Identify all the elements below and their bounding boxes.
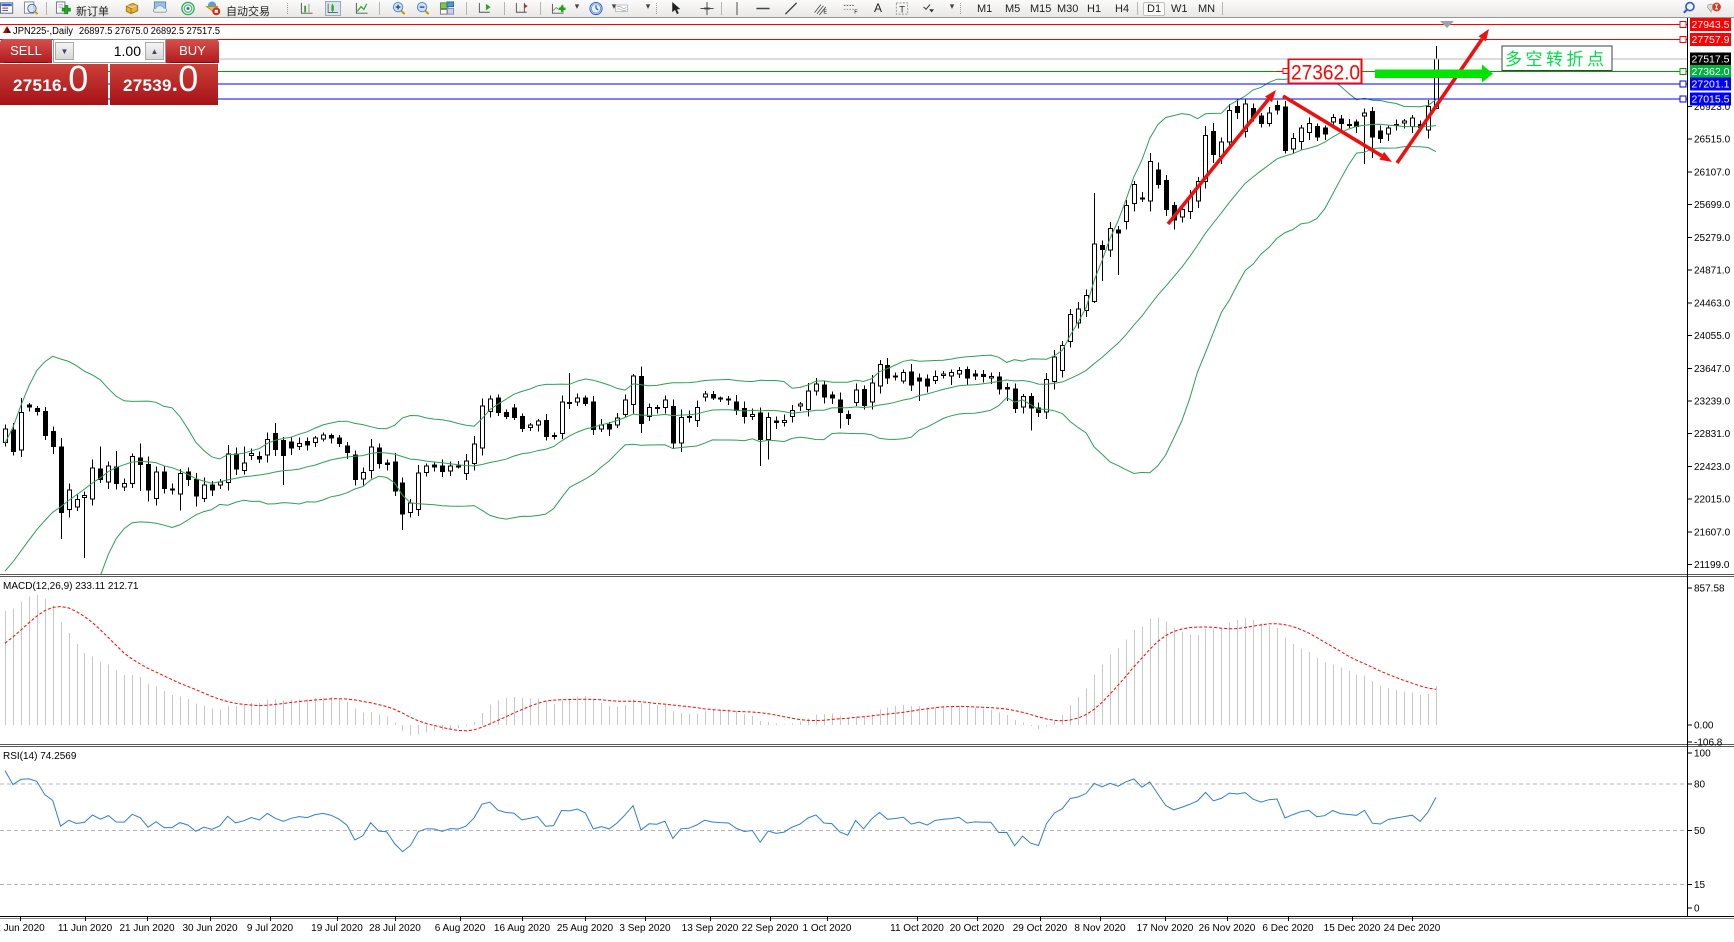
svg-text:2 Jun 2020: 2 Jun 2020 [0,923,45,934]
svg-text:0: 0 [1694,904,1700,915]
svg-text:26 Nov 2020: 26 Nov 2020 [1199,923,1256,934]
svg-text:E: E [823,9,827,15]
svg-text:21 Jun 2020: 21 Jun 2020 [119,923,174,934]
svg-text:17 Nov 2020: 17 Nov 2020 [1137,923,1194,934]
svg-text:25 Aug 2020: 25 Aug 2020 [557,923,614,934]
svg-text:9 Jul 2020: 9 Jul 2020 [247,923,294,934]
svg-text:15: 15 [1694,880,1706,891]
svg-text:22 Sep 2020: 22 Sep 2020 [742,923,799,934]
svg-text:24 Dec 2020: 24 Dec 2020 [1384,923,1441,934]
svg-text:15 Dec 2020: 15 Dec 2020 [1324,923,1381,934]
svg-text:27943.5: 27943.5 [1692,19,1730,31]
svg-text:24871.0: 24871.0 [1694,266,1731,277]
svg-text:6 Aug 2020: 6 Aug 2020 [435,923,486,934]
svg-text:80: 80 [1694,780,1706,791]
svg-text:25279.0: 25279.0 [1694,233,1731,244]
svg-text:24463.0: 24463.0 [1694,298,1731,309]
svg-text:21199.0: 21199.0 [1694,560,1730,571]
svg-text:857.58: 857.58 [1694,584,1725,595]
svg-text:F: F [854,9,858,15]
svg-text:27362.0: 27362.0 [1291,62,1360,85]
svg-text:0.00: 0.00 [1694,721,1714,732]
svg-text:26897.5 27675.0 26892.5 27517.: 26897.5 27675.0 26892.5 27517.5 [79,26,220,37]
svg-text:19 Jul 2020: 19 Jul 2020 [311,923,363,934]
svg-text:26923.0: 26923.0 [1694,102,1731,113]
svg-text:JPN225-,Daily: JPN225-,Daily [13,26,73,37]
svg-text:26107.0: 26107.0 [1694,167,1731,178]
svg-text:22015.0: 22015.0 [1694,495,1731,506]
svg-text:27201.1: 27201.1 [1692,79,1730,91]
svg-text:27015.5: 27015.5 [1692,94,1730,106]
svg-text:100: 100 [1694,749,1711,760]
svg-text:13 Sep 2020: 13 Sep 2020 [682,923,739,934]
svg-text:RSI(14) 74.2569: RSI(14) 74.2569 [3,751,77,762]
svg-text:50: 50 [1694,826,1706,837]
svg-text:29 Oct 2020: 29 Oct 2020 [1013,923,1068,934]
svg-text:21607.0: 21607.0 [1694,527,1731,538]
svg-text:24055.0: 24055.0 [1694,331,1731,342]
svg-text:6 Dec 2020: 6 Dec 2020 [1262,923,1314,934]
svg-text:MACD(12,26,9) 233.11 212.71: MACD(12,26,9) 233.11 212.71 [3,581,139,592]
svg-text:27757.9: 27757.9 [1692,34,1730,46]
svg-text:27517.5: 27517.5 [1692,53,1730,65]
svg-text:23647.0: 23647.0 [1694,364,1731,375]
svg-text:1 Oct 2020: 1 Oct 2020 [803,923,852,934]
svg-text:T: T [899,4,905,14]
svg-text:30 Jun 2020: 30 Jun 2020 [182,923,237,934]
svg-text:25699.0: 25699.0 [1694,200,1731,211]
svg-text:多空转折点: 多空转折点 [1505,50,1608,69]
svg-text:22423.0: 22423.0 [1694,462,1731,473]
svg-text:16 Aug 2020: 16 Aug 2020 [494,923,551,934]
svg-text:11 Oct 2020: 11 Oct 2020 [890,923,944,934]
svg-text:20 Oct 2020: 20 Oct 2020 [950,923,1005,934]
svg-text:-106.8: -106.8 [1694,738,1723,749]
svg-text:3 Sep 2020: 3 Sep 2020 [619,923,671,934]
svg-text:8 Nov 2020: 8 Nov 2020 [1074,923,1126,934]
svg-text:28 Jul 2020: 28 Jul 2020 [369,923,421,934]
svg-text:27362.0: 27362.0 [1692,66,1730,78]
svg-text:22831.0: 22831.0 [1694,429,1731,440]
svg-text:23239.0: 23239.0 [1694,397,1731,408]
svg-text:11 Jun 2020: 11 Jun 2020 [58,923,113,934]
svg-text:26515.0: 26515.0 [1694,135,1731,146]
